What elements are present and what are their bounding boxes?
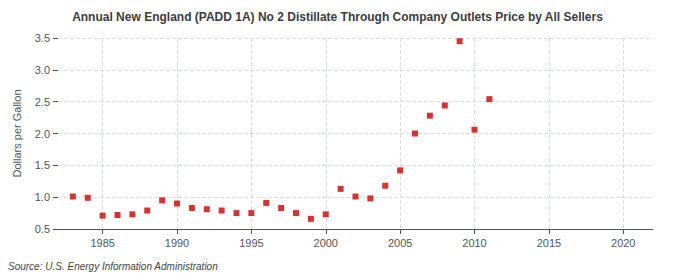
svg-text:Annual New England (PADD 1A) N: Annual New England (PADD 1A) No 2 Distil… (72, 10, 603, 24)
svg-text:Dollars per Gallon: Dollars per Gallon (11, 89, 23, 177)
svg-text:Source: U.S. Energy Informatio: Source: U.S. Energy Information Administ… (8, 261, 218, 272)
svg-text:2020: 2020 (611, 237, 635, 249)
svg-text:2.5: 2.5 (35, 96, 50, 108)
svg-text:0.5: 0.5 (35, 223, 50, 235)
svg-text:2010: 2010 (462, 237, 486, 249)
svg-text:1.0: 1.0 (35, 191, 50, 203)
svg-text:2000: 2000 (314, 237, 338, 249)
svg-text:2005: 2005 (388, 237, 412, 249)
svg-text:3.5: 3.5 (35, 32, 50, 44)
svg-text:2.0: 2.0 (35, 128, 50, 140)
svg-text:1.5: 1.5 (35, 159, 50, 171)
svg-text:1990: 1990 (165, 237, 189, 249)
svg-text:2015: 2015 (537, 237, 561, 249)
svg-text:1995: 1995 (239, 237, 263, 249)
svg-text:1985: 1985 (90, 237, 114, 249)
svg-text:3.0: 3.0 (35, 64, 50, 76)
